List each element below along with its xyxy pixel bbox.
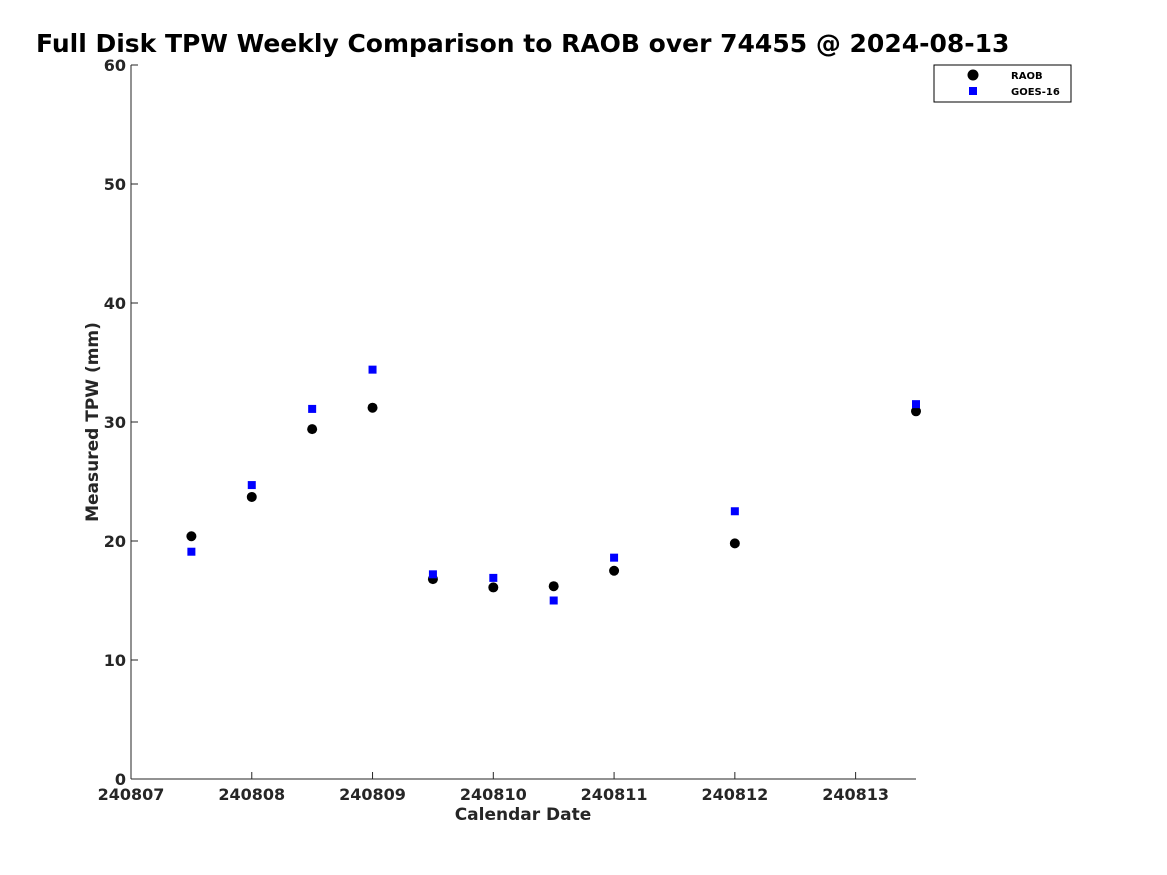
data-point: [730, 507, 739, 516]
data-point: [911, 406, 921, 417]
series-raob: [186, 402, 921, 593]
legend-box: [933, 64, 1072, 103]
y-tick-label: 10: [104, 651, 126, 670]
data-point: [307, 424, 318, 435]
legend: RAOB GOES-16: [933, 64, 1072, 103]
data-point: [610, 553, 619, 562]
y-axis-label: Measured TPW (mm): [83, 322, 103, 522]
data-point: [186, 531, 197, 542]
data-point: [489, 573, 498, 582]
y-tick-label: 0: [115, 770, 126, 789]
legend-marker-goes16: [969, 87, 977, 95]
data-points: [186, 365, 921, 605]
x-tick-label: 240812: [701, 785, 768, 804]
data-point: [912, 400, 920, 409]
data-point: [247, 481, 256, 490]
x-tick-label: 240810: [460, 785, 527, 804]
x-tick-label: 240811: [581, 785, 648, 804]
axes: [130, 65, 916, 780]
data-point: [187, 547, 196, 556]
chart-title: Full Disk TPW Weekly Comparison to RAOB …: [36, 29, 1009, 58]
data-point: [368, 365, 377, 374]
legend-label-raob: RAOB: [1011, 71, 1043, 82]
data-point: [308, 404, 317, 413]
x-tick-label: 240808: [218, 785, 285, 804]
y-tick-label: 40: [104, 294, 126, 313]
x-tick-label: 240813: [822, 785, 889, 804]
x-tick-label: 240807: [98, 785, 165, 804]
legend-marker-raob: [967, 69, 979, 81]
x-tick-label: 240809: [339, 785, 406, 804]
data-point: [729, 538, 740, 549]
x-axis-label: Calendar Date: [455, 805, 592, 825]
data-point: [428, 570, 437, 579]
y-tick-label: 30: [104, 413, 126, 432]
y-ticks: 0 10 20 30 40 50 60: [104, 56, 138, 789]
data-point: [367, 402, 378, 413]
data-point: [609, 565, 620, 576]
data-point: [246, 491, 257, 502]
y-tick-label: 20: [104, 532, 126, 551]
legend-label-goes16: GOES-16: [1011, 87, 1060, 98]
data-point: [548, 581, 559, 592]
data-point: [488, 582, 499, 593]
series-goes-16: [187, 365, 920, 605]
data-point: [549, 596, 558, 605]
x-ticks: 240807 240808 240809 240810 240811 240812 2408…: [98, 772, 889, 804]
y-tick-label: 60: [104, 56, 126, 75]
y-tick-label: 50: [104, 175, 126, 194]
